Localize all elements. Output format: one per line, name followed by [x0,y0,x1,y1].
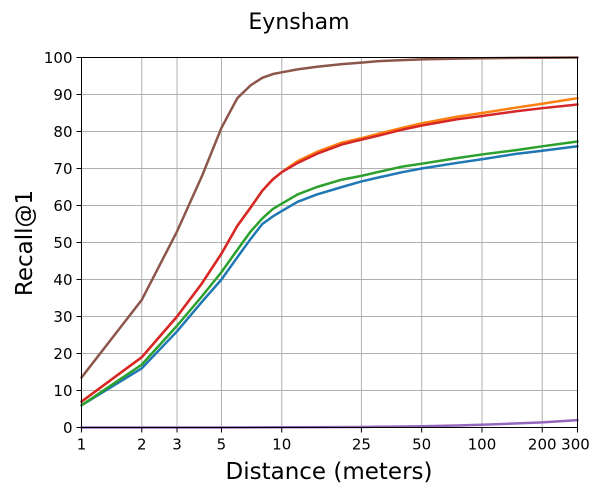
y-tick-labels: 0 10 20 30 40 50 60 70 80 90 100 [44,49,73,437]
x-tick-label: 1 [77,436,87,454]
x-tick-label: 25 [352,436,371,454]
x-axis-label: Distance (meters) [226,459,433,485]
x-tick-label: 100 [468,436,497,454]
y-tick-label: 10 [53,382,72,400]
series-line-blue [80,145,579,407]
chart-title: Eynsham [248,10,349,35]
x-tick-labels: 1 2 3 5 10 25 50 100 200 300 [77,436,590,454]
series-line-orange [80,96,579,403]
x-tick-label: 5 [217,436,227,454]
y-tick-label: 20 [53,345,72,363]
y-tick-label: 0 [63,419,73,437]
x-tick-label: 2 [137,436,147,454]
x-tick-label: 300 [561,436,590,454]
y-tick-label: 40 [53,271,72,289]
y-tick-label: 80 [53,123,72,141]
x-tick-label: 50 [412,436,431,454]
y-tick-label: 30 [53,308,72,326]
y-tick-label: 90 [53,86,72,104]
y-tick-label: 60 [53,197,72,215]
series-line-red [80,103,579,403]
tick-marks [76,57,578,433]
y-axis-label: Recall@1 [12,190,38,296]
y-tick-label: 50 [53,234,72,252]
series-line-purple [80,418,579,429]
y-tick-label: 70 [53,160,72,178]
x-tick-label: 10 [272,436,291,454]
series-line-green [80,140,579,407]
series-line-brown [80,56,579,379]
y-tick-label: 100 [44,49,73,67]
x-tick-label: 200 [528,436,557,454]
x-tick-label: 3 [172,436,182,454]
